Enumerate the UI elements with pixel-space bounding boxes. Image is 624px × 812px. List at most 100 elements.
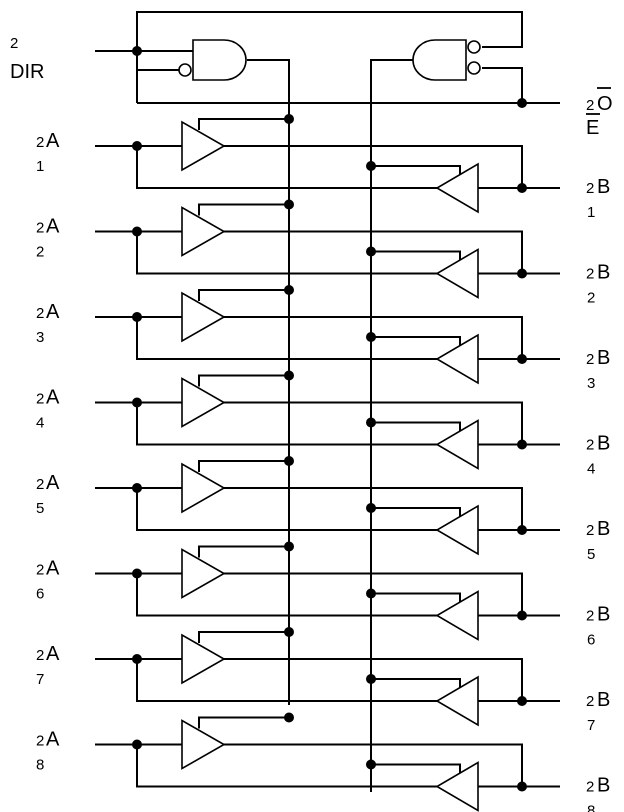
a1-index: 1 [36, 158, 44, 175]
enable-b6-dot [366, 588, 376, 599]
oe-label-line2: E [586, 117, 599, 139]
enable-a7-dot [284, 627, 294, 637]
b1-to-a1-buffer [435, 162, 479, 214]
inverter-bubble-oe [467, 61, 481, 75]
a-pin-labels: 2 A12 A22 A32 A42 A52 A62 A72 A8 [36, 130, 60, 774]
b2-buffer-enable [371, 250, 461, 264]
a4-letter: A [46, 387, 60, 409]
b8-buffer-enable [371, 763, 461, 777]
b7-letter: B [597, 689, 610, 711]
dir-prefix: 2 [10, 35, 18, 52]
b4-prefix: 2 [586, 437, 594, 454]
b4-junction-dot [517, 439, 527, 450]
a2-to-b2-buffer [181, 206, 226, 257]
a3-to-b3-buffer [181, 291, 226, 343]
b3-junction-dot [517, 354, 527, 364]
b5-prefix: 2 [586, 522, 594, 539]
enable-b4-dot [366, 417, 376, 428]
b8-to-a-return [136, 744, 437, 788]
a4-prefix: 2 [36, 391, 44, 408]
a5-buffer-enable [198, 460, 289, 472]
oe-prefix: 2 [586, 97, 594, 114]
enable-b1-dot [366, 161, 376, 171]
a7-letter: A [46, 643, 60, 665]
inverter-bubble-dir [178, 63, 192, 77]
a5-to-b5-buffer [181, 462, 226, 514]
a4-index: 4 [36, 415, 44, 432]
b4-index: 4 [587, 461, 595, 478]
b5-to-a5-buffer [435, 504, 479, 556]
b8-to-a8-buffer [435, 761, 479, 812]
a3-prefix: 2 [36, 305, 44, 322]
b1-letter: B [597, 176, 610, 198]
a4-buffer-enable [198, 374, 289, 387]
pin-label-a4: 2 A4 [36, 387, 60, 432]
a7-index: 7 [36, 671, 44, 688]
b7-index: 7 [587, 717, 595, 734]
enable-a1-dot [284, 114, 294, 124]
b6-to-a6-buffer [435, 590, 479, 641]
a3-buffer-enable [198, 289, 289, 301]
enable-b2-dot [366, 246, 376, 257]
b1-junction-dot [517, 183, 527, 193]
pin-label-b4: 2 B4 [586, 433, 610, 478]
b5-buffer-enable [371, 507, 461, 520]
a3-letter: A [46, 301, 60, 323]
b4-to-a4-buffer [435, 419, 479, 470]
enable-b7-dot [366, 674, 376, 684]
a4-to-b4-buffer [181, 377, 226, 428]
a3-junction-dot [132, 312, 142, 322]
b1-buffer-enable [371, 165, 461, 178]
pin-label-b2: 2 B2 [586, 262, 610, 307]
a5-letter: A [46, 472, 60, 494]
b-pin-labels: 2 B12 B22 B32 B42 B52 B62 B72 B8 [586, 176, 610, 812]
pin-label-a8: 2 A8 [36, 729, 60, 774]
b2-prefix: 2 [586, 266, 594, 283]
enable-b5-dot [366, 503, 376, 513]
a5-buffer-output [224, 487, 523, 530]
b4-buffer-enable [371, 421, 461, 435]
enable-a4-dot [284, 370, 294, 381]
a7-buffer-enable [198, 631, 289, 643]
a6-to-b6-buffer [181, 548, 226, 599]
enable-b8-dot [366, 759, 376, 770]
junction-dot-dir [132, 46, 142, 56]
a1-junction-dot [132, 141, 142, 151]
b1-prefix: 2 [586, 180, 594, 197]
a2-index: 2 [36, 244, 44, 261]
a8-junction-dot [132, 739, 142, 750]
b8-index: 8 [587, 803, 595, 812]
a2-buffer-enable [198, 203, 289, 216]
b7-buffer-enable [371, 678, 461, 691]
right-gate-output [370, 59, 418, 792]
a2-letter: A [46, 216, 60, 238]
enable-a6-dot [284, 541, 294, 552]
dir-label: DIR [10, 61, 44, 83]
a6-prefix: 2 [36, 562, 44, 579]
b6-junction-dot [517, 610, 527, 621]
a8-buffer-output [224, 743, 523, 787]
oe-to-right-gate [482, 67, 523, 103]
a6-index: 6 [36, 586, 44, 603]
b8-prefix: 2 [586, 779, 594, 796]
a7-junction-dot [132, 654, 142, 664]
b3-letter: B [597, 347, 610, 369]
dir-top-loop [136, 11, 523, 51]
b1-index: 1 [587, 204, 595, 221]
a8-letter: A [46, 729, 60, 751]
b3-to-a-return [136, 317, 437, 360]
a6-junction-dot [132, 568, 142, 579]
a4-junction-dot [132, 397, 142, 408]
left-gate-output [247, 59, 290, 705]
a3-buffer-output [224, 316, 523, 359]
b6-index: 6 [587, 632, 595, 649]
a2-buffer-output [224, 230, 523, 274]
a8-index: 8 [36, 757, 44, 774]
a5-prefix: 2 [36, 476, 44, 493]
b4-letter: B [597, 433, 610, 455]
a1-letter: A [46, 130, 60, 152]
enable-b3-dot [366, 332, 376, 342]
b6-to-a-return [136, 573, 437, 617]
b6-letter: B [597, 604, 610, 626]
b2-junction-dot [517, 268, 527, 279]
